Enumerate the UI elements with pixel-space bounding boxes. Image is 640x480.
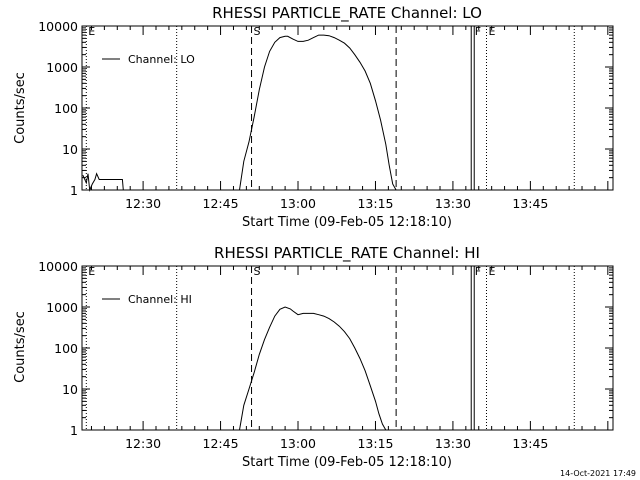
x-tick-label: 13:00 xyxy=(280,436,316,451)
series-line xyxy=(239,306,387,431)
y-tick-label: 1000 xyxy=(46,300,78,315)
x-tick-label: 13:45 xyxy=(512,436,548,451)
x-tick-label: 12:45 xyxy=(203,196,239,211)
x-tick-label: 13:30 xyxy=(435,436,471,451)
panel-lo: RHESSI PARTICLE_RATE Channel: LO Counts/… xyxy=(13,4,614,230)
footer-timestamp: 14-Oct-2021 17:49 xyxy=(560,469,636,478)
marker-label-f: F xyxy=(475,265,481,278)
marker-label-e: E xyxy=(488,25,495,38)
legend-label: Channel: HI xyxy=(128,293,192,306)
y-tick-label: 10000 xyxy=(38,19,78,34)
panel-hi: RHESSI PARTICLE_RATE Channel: HI Counts/… xyxy=(13,244,614,470)
marker-label-e: E xyxy=(88,25,95,38)
series-line xyxy=(239,34,397,191)
y-tick-label: 100 xyxy=(54,341,78,356)
x-tick-label: 12:30 xyxy=(125,196,161,211)
marker-label-e: E xyxy=(88,265,95,278)
x-tick-label: 13:45 xyxy=(512,196,548,211)
x-ticks: 12:30 12:45 13:00 13:15 13:30 13:45 xyxy=(90,266,609,451)
y-tick-label: 10 xyxy=(62,382,78,397)
y-ticks: 1 10 100 1000 10000 xyxy=(38,19,613,198)
legend-label: Channel: LO xyxy=(128,53,195,66)
marker-label-s: S xyxy=(254,265,261,278)
y-tick-label: 10000 xyxy=(38,259,78,274)
x-axis-label: Start Time (09-Feb-05 12:18:10) xyxy=(242,455,452,470)
y-tick-label: 1 xyxy=(70,423,78,438)
y-axis-label: Counts/sec xyxy=(13,311,28,383)
legend: Channel: HI xyxy=(102,293,192,306)
y-axis-label: Counts/sec xyxy=(13,72,28,144)
y-tick-label: 10 xyxy=(62,142,78,157)
x-tick-label: 12:45 xyxy=(203,436,239,451)
legend: Channel: LO xyxy=(102,53,195,66)
x-tick-label: 13:15 xyxy=(357,196,393,211)
marker-label-f: F xyxy=(475,25,481,38)
x-ticks: 12:30 12:45 13:00 13:15 13:30 13:45 xyxy=(90,26,609,211)
y-ticks: 1 10 100 1000 10000 xyxy=(38,259,613,438)
x-tick-label: 13:30 xyxy=(435,196,471,211)
plot-frame xyxy=(81,265,614,431)
y-tick-label: 1 xyxy=(70,183,78,198)
chart-title: RHESSI PARTICLE_RATE Channel: HI xyxy=(214,244,480,263)
series-lines xyxy=(239,306,387,431)
marker-label-s: S xyxy=(254,25,261,38)
y-tick-label: 1000 xyxy=(46,60,78,75)
x-tick-label: 13:00 xyxy=(280,196,316,211)
plot-frame xyxy=(81,25,614,191)
marker-label-e: E xyxy=(488,265,495,278)
chart-title: RHESSI PARTICLE_RATE Channel: LO xyxy=(212,4,482,23)
x-tick-label: 13:15 xyxy=(357,436,393,451)
series-lines xyxy=(82,34,397,192)
y-tick-label: 100 xyxy=(54,101,78,116)
x-axis-label: Start Time (09-Feb-05 12:18:10) xyxy=(242,215,452,230)
x-tick-label: 12:30 xyxy=(125,436,161,451)
series-line xyxy=(82,172,124,192)
